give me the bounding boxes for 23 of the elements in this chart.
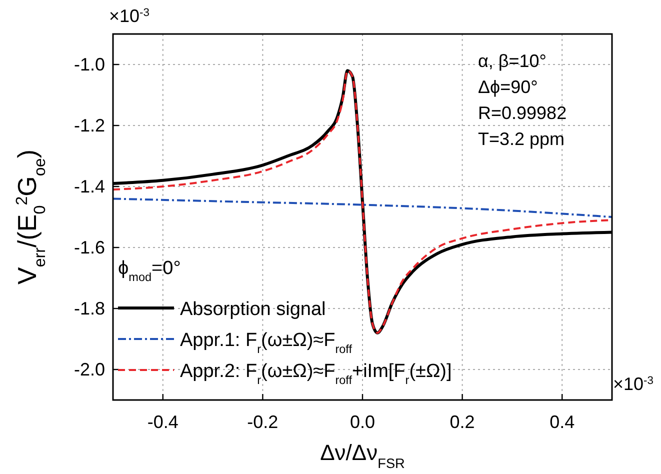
y-tick-label: -1.2: [74, 116, 105, 136]
y-tick-label: -1.0: [74, 54, 105, 74]
legend-label: Appr.1: F$_{r}$(ω±Ω)≈F$_{roff}$: [180, 330, 353, 356]
y-tick-label: -1.8: [74, 298, 105, 318]
text: ×10$^{-3}$: [613, 374, 654, 394]
y-tick-label: -1.6: [74, 238, 105, 258]
x-axis-title: Δν/Δν$_{FSR}$: [320, 440, 406, 470]
line-series: [113, 198, 612, 218]
annotation: Δϕ=90°: [478, 77, 538, 97]
x-tick-label: 0.0: [350, 412, 376, 432]
legend-label: Absorption signal: [180, 299, 326, 320]
x-tick-label: 0.4: [550, 412, 575, 432]
x-tick-label: -0.4: [147, 412, 178, 432]
legend-title: ϕ$_{mod}$=0°: [118, 258, 181, 284]
y-tick-label: -2.0: [74, 360, 105, 380]
annotation: α, β=10°: [478, 51, 546, 71]
x-tick-label: -0.2: [247, 412, 278, 432]
text: ×10$^{-3}$: [109, 6, 150, 26]
annotation: T=3.2 ppm: [478, 129, 565, 149]
legend-label: Appr.2: F$_{r}$(ω±Ω)≈F$_{roff}$+iIm[F$_{r}$(±Ω)]: [180, 361, 452, 386]
y-tick-label: -1.4: [74, 176, 105, 196]
annotation: R=0.99982: [478, 103, 567, 123]
x-tick-label: 0.2: [450, 412, 475, 432]
